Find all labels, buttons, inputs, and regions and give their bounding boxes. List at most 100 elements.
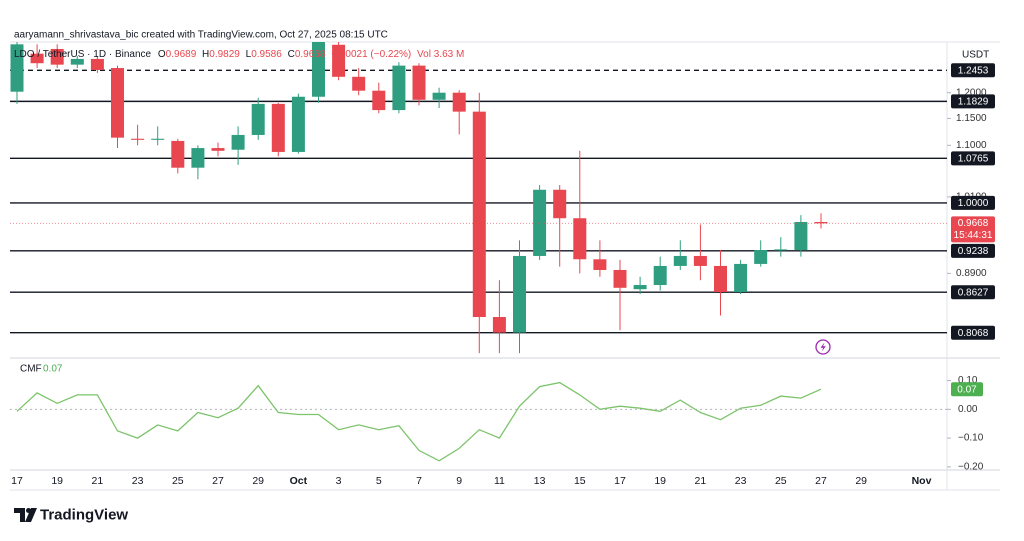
candle-body (211, 148, 225, 151)
x-tick-label: 23 (735, 475, 747, 487)
candle-body (372, 90, 386, 111)
candle-body (734, 263, 748, 292)
brand-name: TradingView (40, 506, 128, 523)
candle-body (392, 65, 406, 111)
level-label: 1.0000 (958, 198, 989, 209)
change: −0.0021 (−0.22%) (331, 49, 411, 60)
ohlc-label: O (158, 49, 166, 60)
level-label: 0.8627 (958, 287, 989, 298)
x-tick-label: 27 (212, 475, 224, 487)
candle-body (352, 76, 366, 91)
cmf-value-box (951, 382, 983, 397)
y-tick-label: 1.1500 (956, 113, 987, 124)
y-tick-label: 0.10 (958, 375, 978, 386)
x-tick-label: 19 (654, 475, 666, 487)
candle-body (573, 218, 587, 260)
candle-body (533, 189, 547, 256)
price-unit: USDT (962, 50, 989, 61)
candle-body (673, 255, 687, 266)
level-label: 0.8068 (958, 328, 989, 339)
y-tick-label: 0.8900 (956, 268, 987, 279)
x-tick-label: 11 (494, 475, 505, 487)
candle-body (30, 53, 44, 64)
ohlc-value: 0.9689 (166, 49, 197, 60)
y-tick-label: 1.1000 (956, 140, 987, 151)
x-tick-label: 25 (775, 475, 787, 487)
level-label: 1.0765 (958, 153, 989, 164)
last-price-label: 0.9668 (958, 218, 989, 229)
cmf-value-label: 0.07 (957, 384, 977, 395)
candle-body (754, 250, 768, 264)
x-tick-label: 9 (456, 475, 462, 487)
symbol: LDO / TetherUS · 1D · Binance (14, 49, 152, 60)
countdown-label: 15:44:31 (954, 230, 993, 241)
candle-body (312, 42, 325, 97)
cmf-pane (10, 381, 947, 462)
x-tick-label: 15 (574, 475, 586, 487)
candle-body (50, 48, 64, 65)
ohlc-value: 0.9668 (295, 49, 326, 60)
price-pane (10, 42, 947, 354)
candle-body (814, 222, 828, 224)
candle-body (613, 269, 627, 288)
credit: aaryamann_shrivastava_bic created with T… (14, 30, 388, 41)
candle-body (251, 103, 265, 135)
level-label: 1.2453 (958, 65, 989, 76)
level-label-box (951, 243, 995, 258)
candle-body (70, 58, 84, 65)
x-tick-label: 29 (855, 475, 867, 487)
candle-body (231, 134, 245, 150)
candle-body (191, 148, 205, 168)
y-tick-label: −0.20 (958, 461, 984, 472)
candle-body (111, 68, 124, 138)
x-tick-label: 29 (252, 475, 264, 487)
x-tick-label: 19 (51, 475, 63, 487)
candle-body (332, 44, 346, 77)
cmf-line (16, 381, 822, 462)
candle-body (593, 259, 607, 270)
logo-part (25, 508, 37, 522)
x-tick-label: 21 (92, 475, 104, 487)
level-label: 1.1829 (958, 97, 989, 108)
x-tick-label: 3 (336, 475, 342, 487)
y-tick-label: −0.10 (958, 433, 984, 444)
x-tick-label: 23 (132, 475, 144, 487)
x-tick-label: 25 (172, 475, 184, 487)
level-label-box (951, 94, 995, 109)
candle-body (794, 221, 808, 251)
x-tick-label: 7 (416, 475, 422, 487)
candle-body (291, 96, 305, 152)
x-tick-label: Nov (912, 475, 932, 487)
axes: 1.20001.15001.10001.01000.89001719212325… (11, 63, 995, 487)
candle-body (492, 317, 506, 333)
ohlc-value: 0.9829 (209, 49, 240, 60)
level-label-box (951, 285, 995, 300)
ohlc-value: 0.9586 (251, 49, 282, 60)
last-price-box (951, 216, 995, 243)
x-tick-label: 5 (376, 475, 382, 487)
logo-part (14, 508, 25, 522)
candle-body (452, 92, 466, 112)
level-label-box (951, 325, 995, 340)
candle-body (633, 285, 647, 290)
candle-body (553, 189, 567, 219)
x-tick-label: Oct (290, 475, 308, 487)
alert-icon[interactable] (815, 339, 831, 355)
candle-body (131, 138, 145, 140)
ohlc-label: C (288, 49, 295, 60)
level-label-box (951, 151, 995, 166)
candle-body (513, 255, 526, 333)
x-tick-label: 17 (614, 475, 626, 487)
candle-body (271, 103, 285, 152)
alert-icon-ring[interactable] (815, 339, 831, 355)
level-label-box (951, 195, 995, 210)
volume: Vol 3.63 M (417, 49, 464, 60)
cmf-legend-name: CMF (20, 364, 42, 375)
alert-icon-bolt[interactable] (820, 342, 826, 352)
candle-body (693, 255, 707, 266)
candle-body (774, 249, 788, 251)
level-label-box (951, 63, 995, 78)
candle-body (412, 65, 426, 100)
